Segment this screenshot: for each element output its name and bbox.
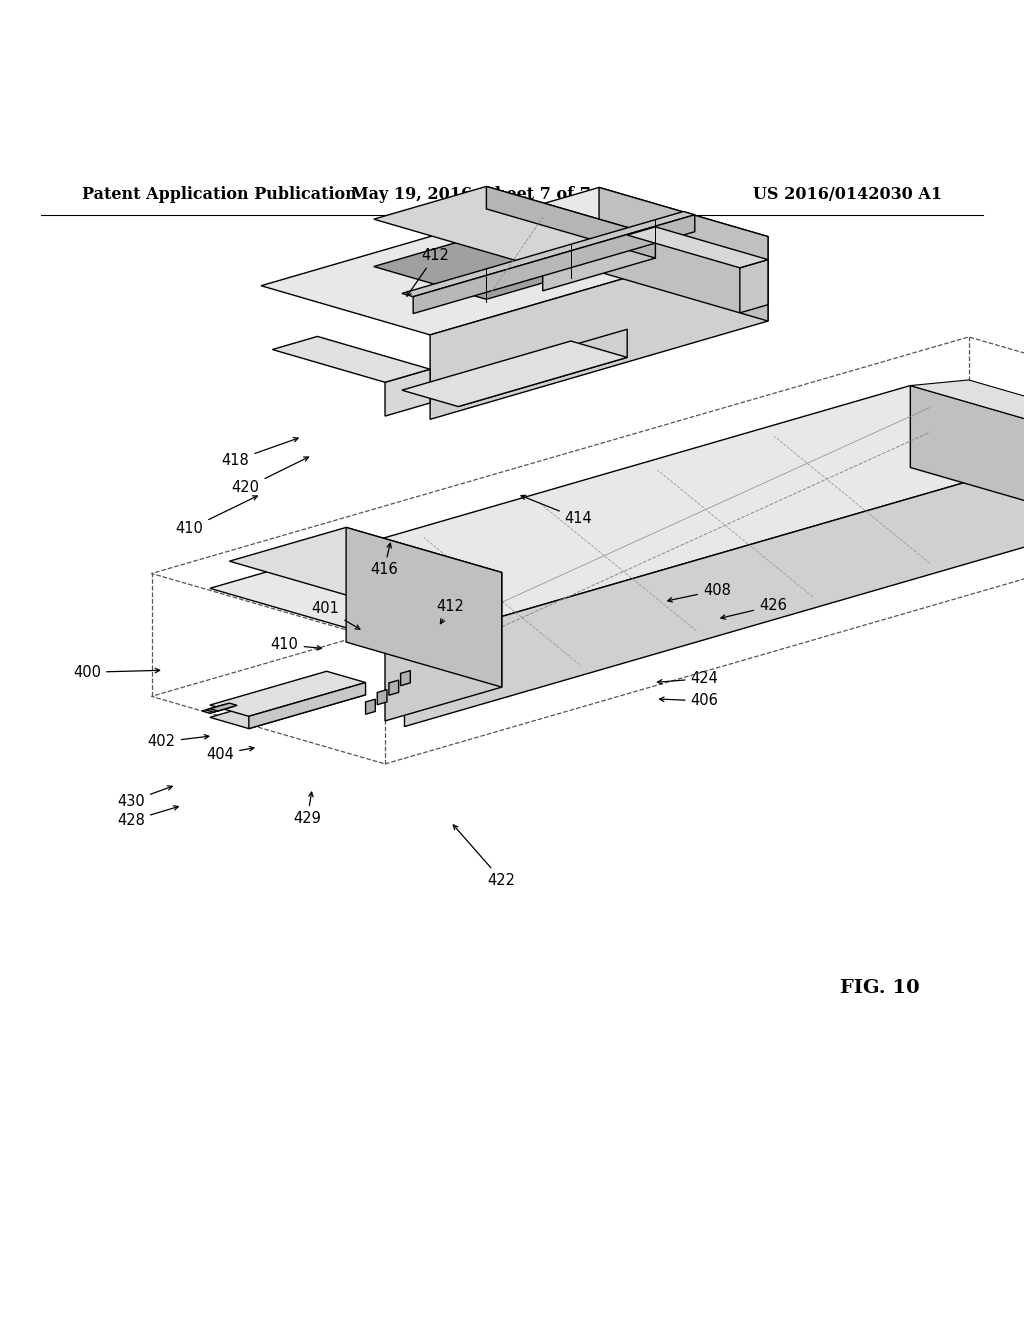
Polygon shape xyxy=(385,370,430,416)
Text: FIG. 10: FIG. 10 xyxy=(840,978,920,997)
Polygon shape xyxy=(401,341,627,407)
Polygon shape xyxy=(261,187,768,335)
Text: 401: 401 xyxy=(311,602,359,630)
Polygon shape xyxy=(210,385,1024,644)
Polygon shape xyxy=(627,227,768,268)
Text: 428: 428 xyxy=(117,805,178,828)
Polygon shape xyxy=(272,337,430,383)
Text: 402: 402 xyxy=(147,734,209,750)
Text: 408: 408 xyxy=(668,583,731,602)
Text: 412: 412 xyxy=(436,599,465,623)
Text: 404: 404 xyxy=(206,746,254,762)
Polygon shape xyxy=(385,573,502,721)
Text: 426: 426 xyxy=(721,598,787,619)
Text: 422: 422 xyxy=(454,825,516,887)
Polygon shape xyxy=(543,235,655,290)
Text: 412: 412 xyxy=(407,248,450,296)
Text: 400: 400 xyxy=(73,665,160,680)
Polygon shape xyxy=(366,700,376,714)
Text: US 2016/0142030 A1: US 2016/0142030 A1 xyxy=(753,186,942,202)
Polygon shape xyxy=(599,187,768,321)
Text: 418: 418 xyxy=(221,437,298,467)
Polygon shape xyxy=(910,380,1024,442)
Text: 410: 410 xyxy=(270,638,322,652)
Polygon shape xyxy=(346,528,502,688)
Polygon shape xyxy=(459,329,627,407)
Polygon shape xyxy=(374,218,655,300)
Polygon shape xyxy=(739,260,768,313)
Polygon shape xyxy=(374,186,655,268)
Polygon shape xyxy=(249,682,366,729)
Text: May 19, 2016  Sheet 7 of 7: May 19, 2016 Sheet 7 of 7 xyxy=(351,186,591,202)
Polygon shape xyxy=(400,671,411,685)
Polygon shape xyxy=(389,680,398,696)
Polygon shape xyxy=(206,705,233,711)
Polygon shape xyxy=(430,236,768,420)
Polygon shape xyxy=(202,705,229,713)
Polygon shape xyxy=(210,672,366,717)
Polygon shape xyxy=(401,211,694,297)
Text: 406: 406 xyxy=(659,693,719,709)
Text: 416: 416 xyxy=(370,544,398,577)
Text: FIG. 11: FIG. 11 xyxy=(840,528,920,546)
Polygon shape xyxy=(910,385,1024,524)
Text: 429: 429 xyxy=(293,792,322,826)
Text: 410: 410 xyxy=(175,496,257,536)
Text: 414: 414 xyxy=(521,495,593,527)
Text: 424: 424 xyxy=(657,671,719,686)
Polygon shape xyxy=(377,689,387,705)
Polygon shape xyxy=(404,442,1024,726)
Polygon shape xyxy=(413,215,694,314)
Text: Patent Application Publication: Patent Application Publication xyxy=(82,186,356,202)
Text: 420: 420 xyxy=(231,457,308,495)
Polygon shape xyxy=(486,186,655,259)
Text: 430: 430 xyxy=(117,785,172,809)
Polygon shape xyxy=(210,684,366,729)
Polygon shape xyxy=(229,528,502,606)
Polygon shape xyxy=(210,704,238,711)
